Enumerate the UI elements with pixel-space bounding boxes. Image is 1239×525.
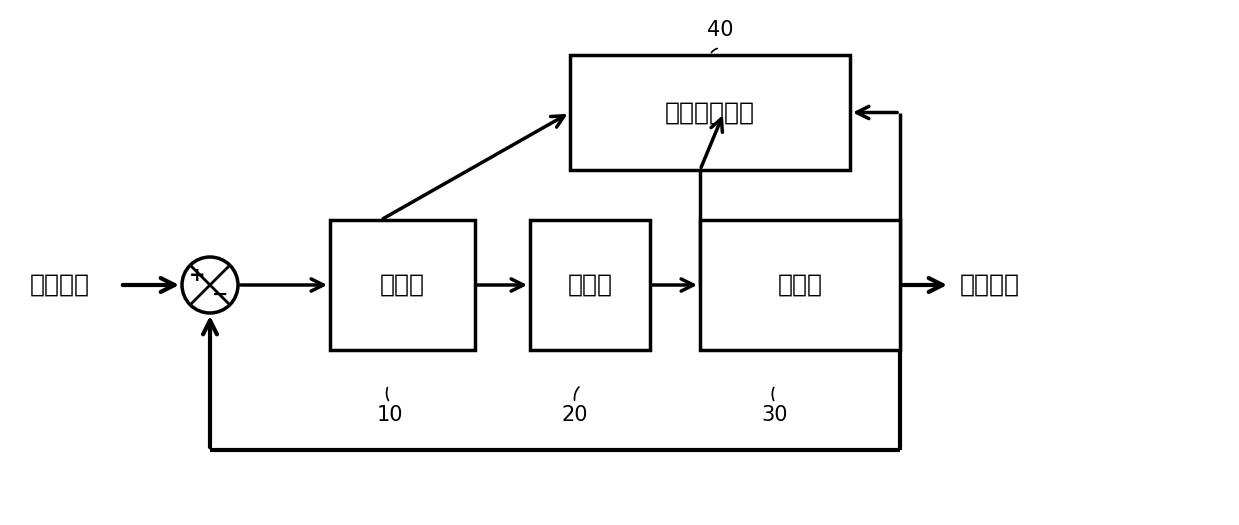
Bar xyxy=(700,220,900,350)
Text: 输出电流: 输出电流 xyxy=(960,273,1020,297)
Text: 驱动器: 驱动器 xyxy=(567,273,612,297)
Text: 10: 10 xyxy=(377,405,403,425)
Text: 电感辨识模块: 电感辨识模块 xyxy=(665,100,755,124)
Text: 期望电流: 期望电流 xyxy=(30,273,90,297)
Text: 20: 20 xyxy=(561,405,589,425)
Text: +: + xyxy=(190,266,206,285)
Text: 控制器: 控制器 xyxy=(380,273,425,297)
Bar xyxy=(530,220,650,350)
Text: −: − xyxy=(212,285,228,304)
Bar xyxy=(330,220,475,350)
Bar xyxy=(570,55,850,170)
Text: 40: 40 xyxy=(706,20,733,40)
Text: 电流环: 电流环 xyxy=(778,273,823,297)
Text: 30: 30 xyxy=(762,405,788,425)
